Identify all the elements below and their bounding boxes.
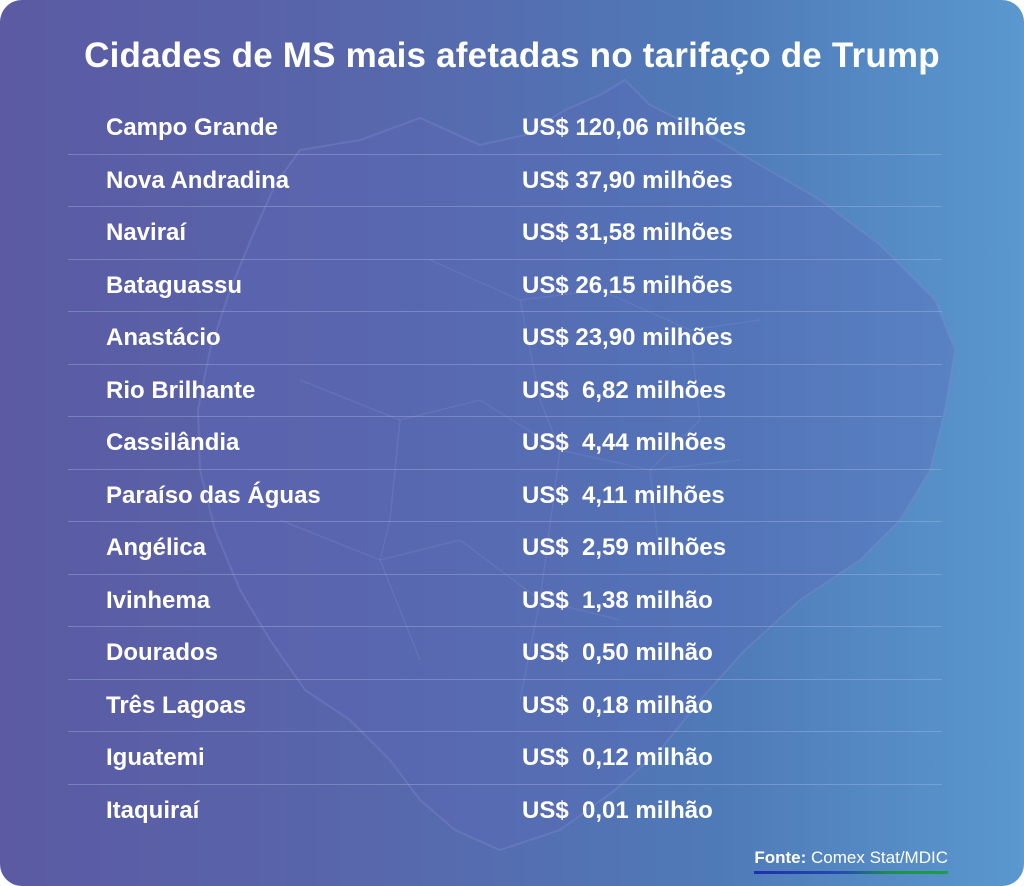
export-value: US$ 23,90 milhões <box>522 324 733 351</box>
export-value: US$ 0,50 milhão <box>522 639 713 666</box>
city-name: Paraíso das Águas <box>106 481 321 509</box>
city-name: Itaquiraí <box>106 796 200 824</box>
export-value: US$ 120,06 milhões <box>522 114 747 141</box>
export-value: US$ 0,01 milhão <box>522 796 713 824</box>
chart-title: Cidades de MS mais afetadas no tarifaço … <box>84 36 940 75</box>
city-name: Iguatemi <box>106 744 205 771</box>
ranking-table: Campo Grande US$ 120,06 milhões Nova Andra… <box>68 102 942 836</box>
export-value: US$ 0,18 milhão <box>522 691 713 719</box>
export-value: US$ 1,38 milhão <box>522 586 713 614</box>
city-name: Ivinhema <box>106 586 211 614</box>
export-value: US$ 26,15 milhões <box>522 271 733 299</box>
source-underline <box>754 871 948 874</box>
city-name: Anastácio <box>106 324 221 351</box>
table-row: Três Lagoas US$ 0,18 milhão <box>68 680 942 732</box>
city-name: Angélica <box>106 534 207 561</box>
table-row: Cassilândia US$ 4,44 milhões <box>68 417 942 470</box>
city-name: Campo Grande <box>106 114 279 141</box>
city-name: Naviraí <box>106 219 187 246</box>
table-row: Itaquiraí US$ 0,01 milhão <box>68 785 942 837</box>
table-row: Campo Grande US$ 120,06 milhões <box>68 102 942 155</box>
city-name: Nova Andradina <box>106 166 290 194</box>
export-value: US$ 4,11 milhões <box>522 481 725 509</box>
source-text: Comex Stat/MDIC <box>811 848 948 867</box>
table-row: Naviraí US$ 31,58 milhões <box>68 207 942 260</box>
table-row: Iguatemi US$ 0,12 milhão <box>68 732 942 785</box>
city-name: Três Lagoas <box>106 691 247 719</box>
export-value: US$ 31,58 milhões <box>522 219 733 246</box>
export-value: US$ 4,44 milhões <box>522 429 727 456</box>
table-row: Anastácio US$ 23,90 milhões <box>68 312 942 365</box>
city-name: Cassilândia <box>106 429 240 456</box>
table-row: Bataguassu US$ 26,15 milhões <box>68 260 942 312</box>
export-value: US$ 6,82 milhões <box>522 376 727 404</box>
city-name: Bataguassu <box>106 271 243 299</box>
table-row: Angélica US$ 2,59 milhões <box>68 522 942 575</box>
source-note: Fonte: Comex Stat/MDIC <box>754 848 948 874</box>
table-row: Paraíso das Águas US$ 4,11 milhões <box>68 470 942 522</box>
table-row: Ivinhema US$ 1,38 milhão <box>68 575 942 627</box>
export-value: US$ 0,12 milhão <box>522 744 713 771</box>
source-label: Fonte: <box>754 848 807 867</box>
city-name: Rio Brilhante <box>106 376 256 404</box>
export-value: US$ 2,59 milhões <box>522 534 727 561</box>
city-name: Dourados <box>106 639 219 666</box>
export-value: US$ 37,90 milhões <box>522 166 733 194</box>
table-row: Rio Brilhante US$ 6,82 milhões <box>68 365 942 417</box>
table-row: Dourados US$ 0,50 milhão <box>68 627 942 680</box>
table-row: Nova Andradina US$ 37,90 milhões <box>68 155 942 207</box>
